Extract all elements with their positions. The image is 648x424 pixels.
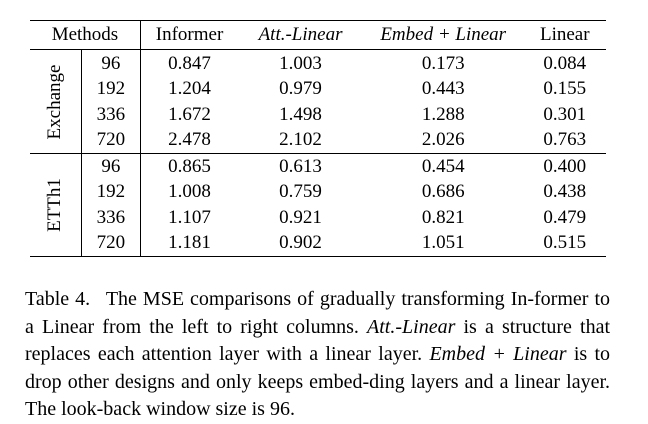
informer-cell: 0.847 — [168, 52, 211, 74]
embed-linear-cell: 0.821 — [421, 206, 465, 228]
embed-linear-cell: 0.443 — [421, 78, 465, 99]
horizon-cell: 720 — [81, 127, 141, 154]
table-group-exchange: Exchange 96 0.847 1.003 0.173 0.084 192 … — [30, 49, 606, 154]
header-embed-linear: Embed + Linear — [380, 23, 507, 45]
horizon-cell: 720 — [81, 230, 141, 257]
att-linear-cell: 0.613 — [279, 155, 322, 177]
table-row: 336 1.107 0.921 0.821 0.479 — [30, 205, 606, 231]
caption-text-2: is a structure that replaces each attent… — [25, 315, 611, 366]
table-group-etth1: ETTh1 96 0.865 0.613 0.454 0.400 192 1.0… — [30, 153, 606, 257]
caption-label: Table 4. — [25, 288, 91, 310]
att-linear-cell: 2.102 — [279, 129, 322, 150]
dataset-label: Exchange — [44, 64, 66, 139]
horizon-cell: 336 — [81, 205, 141, 231]
table-row: 720 2.478 2.102 2.026 0.763 — [30, 127, 606, 154]
horizon-cell: 96 — [81, 153, 141, 180]
table-row: 336 1.672 1.498 1.288 0.301 — [30, 102, 606, 128]
att-linear-cell: 1.498 — [279, 103, 322, 125]
table-row: 720 1.181 0.902 1.051 0.515 — [30, 230, 606, 257]
linear-cell: 0.763 — [543, 129, 587, 150]
informer-cell: 0.865 — [168, 155, 211, 177]
header-att-linear: Att.-Linear — [258, 23, 343, 45]
dataset-label: ETTh1 — [44, 178, 66, 232]
informer-cell: 1.181 — [168, 232, 211, 253]
att-linear-cell: 0.902 — [279, 232, 322, 253]
informer-cell: 1.672 — [168, 103, 211, 125]
header-linear: Linear — [539, 23, 590, 45]
table-row: 192 1.204 0.979 0.443 0.155 — [30, 76, 606, 102]
dataset-label-cell: Exchange — [30, 49, 82, 154]
linear-cell: 0.084 — [543, 52, 587, 74]
embed-linear-cell: 0.173 — [421, 52, 465, 74]
horizon-cell: 336 — [81, 102, 141, 128]
linear-cell: 0.515 — [543, 232, 587, 253]
linear-cell: 0.155 — [543, 78, 587, 99]
dataset-label-cell: ETTh1 — [30, 153, 82, 257]
horizon-cell: 96 — [81, 49, 141, 77]
embed-linear-cell: 0.454 — [421, 155, 465, 177]
caption-text-3: is to drop other designs and only keeps … — [25, 343, 611, 420]
table-row: Exchange 96 0.847 1.003 0.173 0.084 — [30, 49, 606, 154]
att-linear-cell: 0.921 — [279, 206, 322, 228]
results-table: Methods Informer Att.-Linear Embed + Lin… — [30, 20, 606, 257]
informer-cell: 1.107 — [168, 206, 211, 228]
att-linear-cell: 0.759 — [279, 181, 322, 202]
linear-cell: 0.301 — [543, 103, 587, 125]
header-informer: Informer — [155, 23, 224, 45]
table-row: 192 1.008 0.759 0.686 0.438 — [30, 179, 606, 205]
caption-term-embed-linear: Embed + Linear — [429, 343, 567, 365]
embed-linear-cell: 0.686 — [421, 181, 465, 202]
linear-cell: 0.479 — [543, 206, 587, 228]
horizon-cell: 192 — [81, 76, 141, 102]
table-row: ETTh1 96 0.865 0.613 0.454 0.400 — [30, 153, 606, 257]
informer-cell: 1.204 — [168, 78, 211, 99]
informer-cell: 1.008 — [168, 181, 211, 202]
table-header-row: Methods Informer Att.-Linear Embed + Lin… — [30, 20, 606, 50]
horizon-cell: 192 — [81, 179, 141, 205]
header-methods: Methods — [30, 20, 141, 50]
caption-term-att-linear: Att.-Linear — [367, 315, 456, 338]
linear-cell: 0.400 — [543, 155, 587, 177]
att-linear-cell: 0.979 — [279, 78, 322, 99]
linear-cell: 0.438 — [543, 181, 587, 202]
table-caption: Table 4. The MSE comparisons of graduall… — [25, 286, 610, 424]
embed-linear-cell: 1.288 — [421, 103, 465, 125]
att-linear-cell: 1.003 — [279, 52, 322, 74]
embed-linear-cell: 1.051 — [421, 232, 465, 253]
embed-linear-cell: 2.026 — [421, 129, 465, 150]
caption-text-1: The MSE comparisons of gradually transfo… — [25, 288, 610, 338]
informer-cell: 2.478 — [168, 129, 211, 150]
